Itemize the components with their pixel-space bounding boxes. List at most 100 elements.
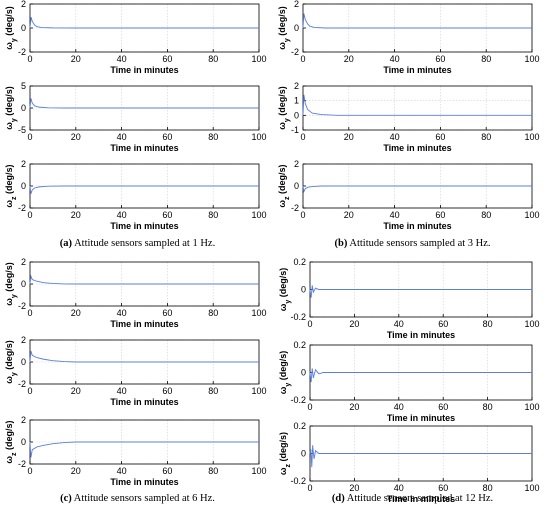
x-tick-label: 100 [251,54,266,64]
y-tick-label: 0 [294,23,299,33]
x-tick-label: 100 [251,132,266,142]
y-tick-label: 2 [294,81,299,91]
y-axis-label: ωy (deg/s) [278,351,292,395]
x-tick-label: 60 [162,308,172,318]
y-tick-label: -2 [291,203,299,213]
caption-b-letter: (b) [334,238,348,249]
y-tick-label: 0 [301,368,306,378]
y-tick-label: -2 [18,459,26,469]
y-axis-label: ωy (deg/s) [4,262,18,306]
y-tick-label: -0.2 [290,312,306,322]
x-axis-label: Time in minutes [110,397,178,407]
x-tick-label: 60 [162,386,172,396]
y-tick-label: -2 [18,379,26,389]
y-tick-label: -5 [18,125,26,135]
x-tick-label: 80 [483,319,493,329]
x-tick-label: 40 [394,402,404,412]
y-tick-label: -2 [18,301,26,311]
x-tick-label: 20 [349,402,359,412]
x-tick-label: 80 [483,483,493,493]
x-tick-label: 60 [435,54,445,64]
x-tick-label: 80 [483,402,493,412]
x-tick-label: 80 [208,132,218,142]
x-tick-label: 0 [307,402,312,412]
caption-c-text: Attitude sensors sampled at 6 Hz. [73,493,215,504]
y-tick-label: 0 [21,181,26,191]
x-tick-label: 100 [524,319,539,329]
caption-d: (d) Attitude sensors sampled at 12 Hz. [275,493,550,504]
x-tick-label: 0 [27,210,32,220]
y-tick-label: 0 [294,181,299,191]
x-tick-label: 60 [438,483,448,493]
x-tick-label: 100 [251,210,266,220]
series-line [29,98,259,109]
x-tick-label: 60 [435,132,445,142]
y-tick-label: 1 [294,96,299,106]
x-tick-label: 60 [438,402,448,412]
x-tick-label: 100 [524,54,539,64]
y-tick-label: -2 [18,47,26,57]
y-tick-label: 0 [301,285,306,295]
x-axis-label: Time in minutes [110,143,178,153]
series-line [29,185,259,194]
x-tick-label: 0 [300,210,305,220]
y-tick-label: 0 [21,23,26,33]
y-tick-label: -2 [18,203,26,213]
x-tick-label: 80 [481,210,491,220]
x-tick-label: 0 [307,319,312,329]
caption-c-letter: (c) [60,493,72,504]
y-tick-label: 0 [21,437,26,447]
x-tick-label: 100 [524,210,539,220]
x-tick-label: 80 [481,54,491,64]
series-line [309,285,532,298]
series-line [29,17,259,29]
x-tick-label: 40 [117,386,127,396]
caption-d-text: Attitude sensors sampled at 12 Hz. [346,493,494,504]
x-axis-label: Time in minutes [387,494,455,504]
x-axis-label: Time in minutes [383,143,451,153]
y-axis-label: ωy (deg/s) [277,6,291,50]
x-tick-label: 0 [27,54,32,64]
x-tick-label: 20 [344,54,354,64]
x-tick-label: 0 [307,483,312,493]
y-tick-label: 2 [294,159,299,169]
x-tick-label: 20 [71,466,81,476]
x-tick-label: 0 [27,132,32,142]
x-tick-label: 100 [251,308,266,318]
y-axis-label: ωz (deg/s) [4,164,18,207]
x-axis-label: Time in minutes [110,65,178,75]
y-axis-label: ωz (deg/s) [278,432,292,475]
x-tick-label: 40 [390,132,400,142]
series-line [29,274,259,285]
x-tick-label: 20 [344,132,354,142]
x-tick-label: 20 [349,319,359,329]
x-axis-label: Time in minutes [110,477,178,487]
x-tick-label: 0 [27,308,32,318]
y-tick-label: 0 [294,110,299,120]
x-tick-label: 40 [117,132,127,142]
y-tick-label: -1 [291,125,299,135]
x-tick-label: 80 [481,132,491,142]
y-tick-label: -0.2 [290,395,306,405]
y-tick-label: 0.2 [293,257,306,267]
y-axis-label: ωy (deg/s) [4,6,18,50]
series-line [309,368,532,383]
x-axis-label: Time in minutes [387,413,455,423]
x-axis-label: Time in minutes [383,221,451,231]
x-tick-label: 0 [27,466,32,476]
caption-b: (b) Attitude sensors sampled at 3 Hz. [275,238,550,249]
x-axis-label: Time in minutes [110,319,178,329]
y-tick-label: 2 [21,415,26,425]
x-tick-label: 20 [71,210,81,220]
x-tick-label: 80 [208,54,218,64]
x-tick-label: 40 [117,466,127,476]
